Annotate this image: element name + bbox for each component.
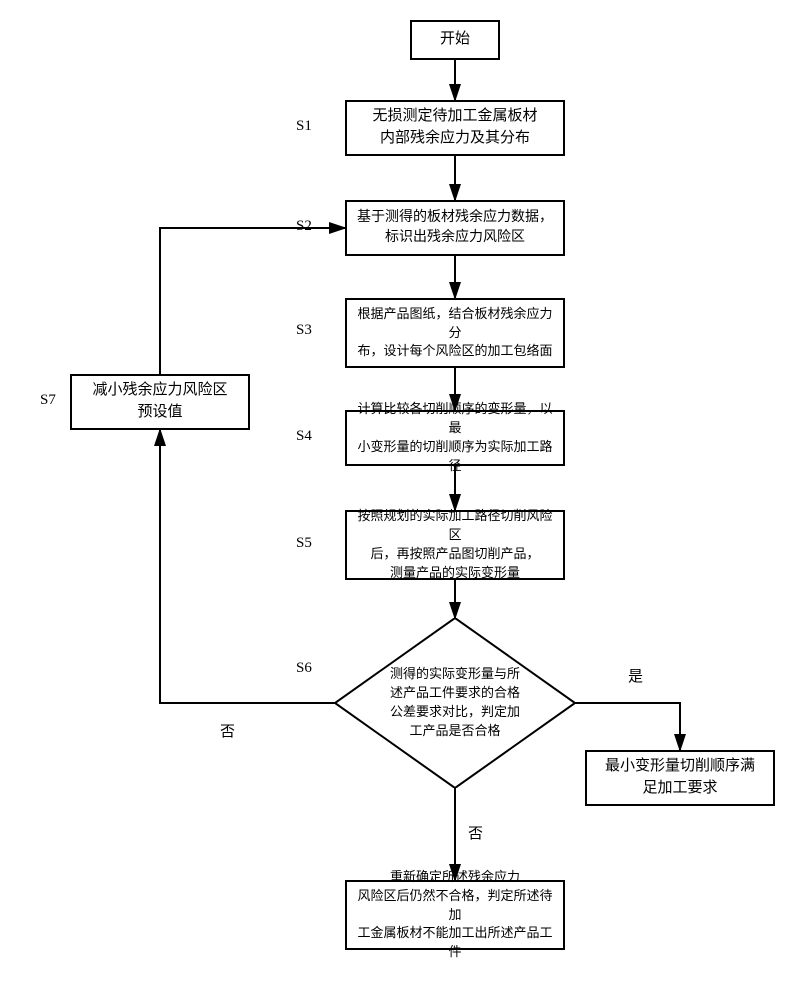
step-label-s2: S2 bbox=[296, 218, 312, 235]
node-yesout: 最小变形量切削顺序满足加工要求 bbox=[585, 750, 775, 806]
node-s6-text: 测得的实际变形量与所述产品工件要求的合格公差要求对比，判定加工产品是否合格 bbox=[390, 665, 520, 740]
node-s2-text: 基于测得的板材残余应力数据，标识出残余应力风险区 bbox=[357, 208, 553, 249]
node-s1-text: 无损测定待加工金属板材内部残余应力及其分布 bbox=[372, 106, 537, 150]
node-s4-text: 计算比较各切削顺序的变形量，以最小变形量的切削顺序为实际加工路径 bbox=[357, 400, 553, 475]
step-label-s5: S5 bbox=[296, 535, 312, 552]
node-s4: 计算比较各切削顺序的变形量，以最小变形量的切削顺序为实际加工路径 bbox=[345, 410, 565, 466]
node-s7-text: 减小残余应力风险区预设值 bbox=[92, 380, 227, 424]
node-s7: 减小残余应力风险区预设值 bbox=[70, 374, 250, 430]
node-s3: 根据产品图纸，结合板材残余应力分布，设计每个风险区的加工包络面 bbox=[345, 298, 565, 368]
node-s3-text: 根据产品图纸，结合板材残余应力分布，设计每个风险区的加工包络面 bbox=[357, 305, 553, 362]
node-start-text: 开始 bbox=[440, 29, 470, 51]
flowchart-canvas: 开始 无损测定待加工金属板材内部残余应力及其分布 基于测得的板材残余应力数据，标… bbox=[0, 0, 786, 1000]
node-noout: 重新确定所述残余应力风险区后仍然不合格，判定所述待加工金属板材不能加工出所述产品… bbox=[345, 880, 565, 950]
node-noout-text: 重新确定所述残余应力风险区后仍然不合格，判定所述待加工金属板材不能加工出所述产品… bbox=[357, 868, 553, 962]
node-s6: 测得的实际变形量与所述产品工件要求的合格公差要求对比，判定加工产品是否合格 bbox=[335, 618, 575, 788]
node-yesout-text: 最小变形量切削顺序满足加工要求 bbox=[605, 756, 755, 800]
edge-label-no-bottom: 否 bbox=[468, 822, 483, 843]
node-s1: 无损测定待加工金属板材内部残余应力及其分布 bbox=[345, 100, 565, 156]
step-label-s6: S6 bbox=[296, 660, 312, 677]
node-start: 开始 bbox=[410, 20, 500, 60]
node-s5: 按照规划的实际加工路径切削风险区后，再按照产品图切削产品，测量产品的实际变形量 bbox=[345, 510, 565, 580]
node-s2: 基于测得的板材残余应力数据，标识出残余应力风险区 bbox=[345, 200, 565, 256]
step-label-s3: S3 bbox=[296, 322, 312, 339]
node-s5-text: 按照规划的实际加工路径切削风险区后，再按照产品图切削产品，测量产品的实际变形量 bbox=[357, 507, 553, 582]
edge-label-yes: 是 bbox=[628, 665, 643, 686]
step-label-s1: S1 bbox=[296, 118, 312, 135]
step-label-s4: S4 bbox=[296, 428, 312, 445]
edge-label-no-left: 否 bbox=[220, 720, 235, 741]
step-label-s7: S7 bbox=[40, 392, 56, 409]
